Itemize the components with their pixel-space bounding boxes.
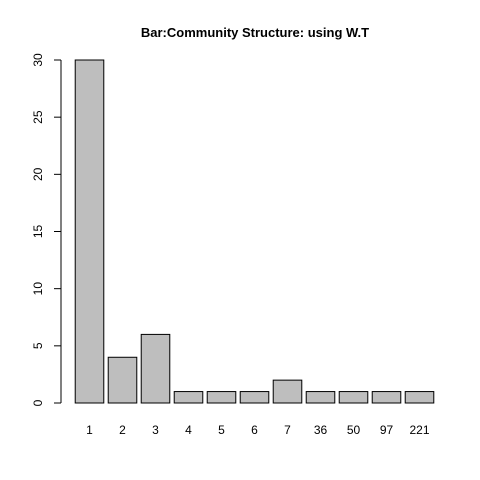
bar-5 (206, 391, 237, 404)
y-axis: 0 5 10 15 20 25 30 (31, 53, 62, 406)
y-tick-label: 5 (31, 342, 45, 349)
x-tick-label: 4 (185, 423, 192, 437)
bar-3 (140, 333, 171, 404)
x-tick-labels: 1 2 3 4 5 6 7 36 50 97 221 (86, 423, 430, 437)
x-tick-label: 5 (218, 423, 225, 437)
y-tick-label: 15 (31, 225, 45, 239)
bar-6 (239, 391, 270, 404)
bar-1 (74, 59, 105, 404)
x-tick-label: 6 (251, 423, 258, 437)
chart-title: Bar:Community Structure: using W.T (141, 25, 369, 40)
x-tick-label: 36 (314, 423, 328, 437)
x-tick-label: 2 (119, 423, 126, 437)
bar-2 (107, 356, 138, 404)
bar-7 (272, 379, 303, 404)
x-tick-label: 7 (284, 423, 291, 437)
y-tick-label: 25 (31, 110, 45, 124)
x-tick-label: 50 (347, 423, 361, 437)
bar-4 (173, 391, 204, 404)
x-tick-label: 3 (152, 423, 159, 437)
bar-221 (404, 391, 435, 404)
x-tick-label: 97 (380, 423, 394, 437)
x-tick-label: 221 (409, 423, 429, 437)
bar-97 (371, 391, 402, 404)
y-tick-label: 0 (31, 399, 45, 406)
x-tick-label: 1 (86, 423, 93, 437)
bar-36 (305, 391, 336, 404)
y-tick-label: 10 (31, 282, 45, 296)
y-tick-label: 20 (31, 167, 45, 181)
bar-50 (338, 391, 369, 404)
bars-group (74, 59, 435, 404)
y-tick-label: 30 (31, 53, 45, 67)
